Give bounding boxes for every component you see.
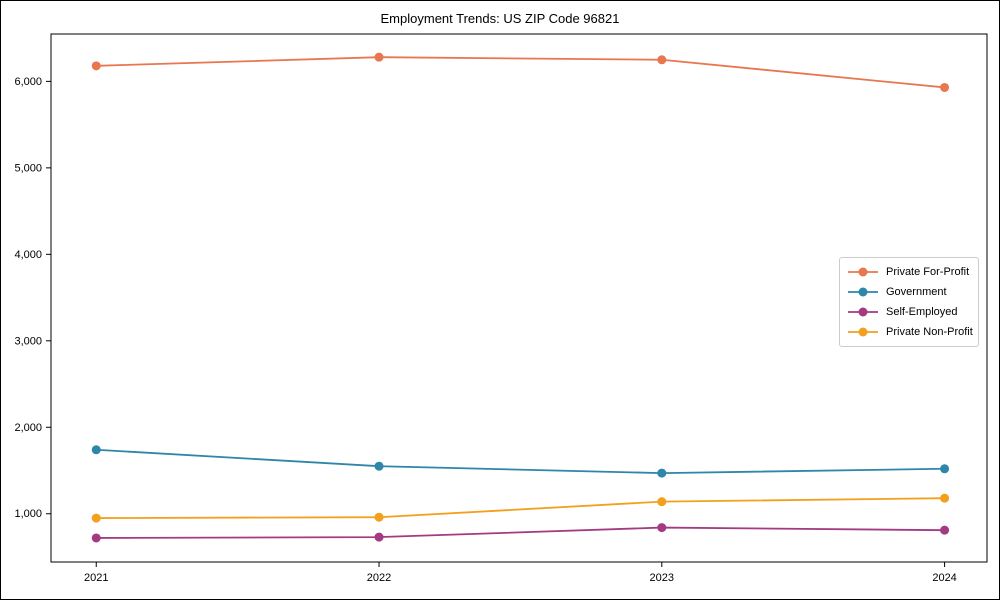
legend-item-private-non-profit: Private Non-Profit [848, 324, 973, 340]
series-line-private-non-profit [95, 497, 946, 519]
x-tick-label: 2021 [84, 572, 108, 584]
data-point-self-employed-2024 [940, 525, 950, 535]
series-line-private-for-profit [95, 56, 946, 89]
x-tick-label: 2023 [650, 572, 674, 584]
legend-item-self-employed: Self-Employed [848, 304, 970, 320]
series-line-government [95, 448, 946, 475]
legend-swatch-private-non-profit [848, 327, 878, 337]
data-point-private-non-profit-2021 [91, 513, 101, 523]
legend-label: Government [886, 286, 947, 298]
legend-marker [858, 287, 868, 297]
data-point-government-2024 [940, 464, 950, 474]
y-tick-label: 5,000 [14, 162, 42, 174]
y-tick-label: 2,000 [14, 422, 42, 434]
legend-label: Private Non-Profit [886, 326, 973, 338]
legend-swatch-private-for-profit [848, 267, 878, 277]
data-point-self-employed-2021 [91, 533, 101, 543]
data-point-private-non-profit-2024 [940, 493, 950, 503]
y-tick-label: 6,000 [14, 76, 42, 88]
legend-label: Self-Employed [886, 306, 958, 318]
x-tick-label: 2022 [367, 572, 391, 584]
legend-marker [858, 307, 868, 317]
data-point-private-non-profit-2022 [374, 512, 384, 522]
x-tick-label: 2024 [932, 572, 956, 584]
data-point-government-2023 [657, 468, 667, 478]
data-point-government-2022 [374, 461, 384, 471]
plot-frame [50, 33, 988, 563]
data-point-self-employed-2023 [657, 523, 667, 533]
data-point-private-for-profit-2021 [91, 61, 101, 71]
chart-title: Employment Trends: US ZIP Code 96821 [380, 11, 620, 26]
legend: Private For-Profit Government Self-Employe… [839, 257, 979, 347]
y-tick-label: 4,000 [14, 249, 42, 261]
legend-item-private-for-profit: Private For-Profit [848, 264, 970, 280]
data-point-government-2021 [91, 445, 101, 455]
legend-marker [858, 327, 868, 337]
data-point-private-non-profit-2023 [657, 497, 667, 507]
legend-marker [858, 267, 868, 277]
y-tick-label: 1,000 [14, 508, 42, 520]
legend-item-government: Government [848, 284, 970, 300]
y-tick-label: 3,000 [14, 335, 42, 347]
series-line-self-employed [95, 526, 946, 539]
data-point-private-for-profit-2024 [940, 82, 950, 92]
data-point-private-for-profit-2022 [374, 52, 384, 62]
legend-swatch-government [848, 287, 878, 297]
legend-label: Private For-Profit [886, 266, 970, 278]
data-point-private-for-profit-2023 [657, 55, 667, 65]
legend-swatch-self-employed [848, 307, 878, 317]
data-point-self-employed-2022 [374, 532, 384, 542]
